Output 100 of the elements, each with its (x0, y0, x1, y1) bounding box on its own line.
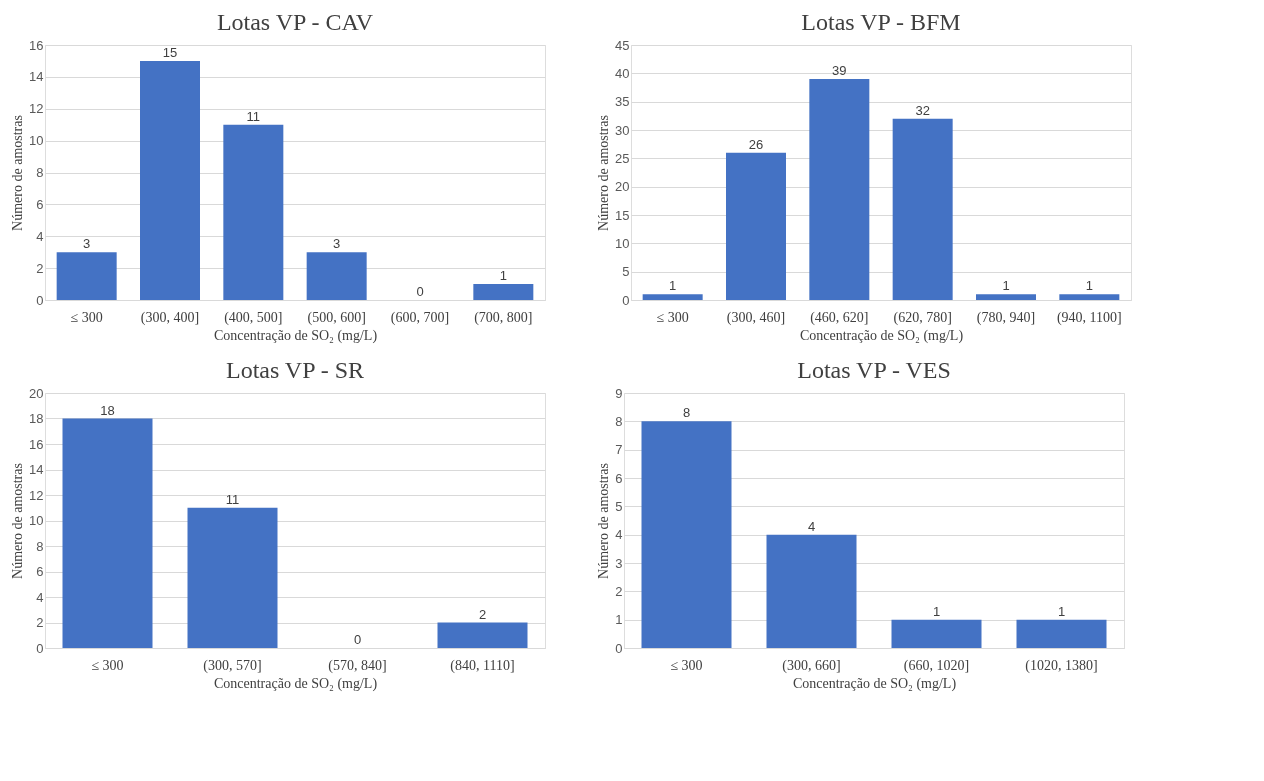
x-tick-label: (460, 620] (810, 309, 869, 326)
y-tick-label: 7 (615, 442, 623, 458)
data-label: 8 (682, 405, 691, 421)
x-tick-label: (660, 1020] (903, 657, 970, 674)
bar (473, 284, 534, 300)
chart-title: Lotas VP - VES (797, 357, 951, 383)
data-label: 4 (807, 518, 816, 534)
y-tick-label: 4 (615, 527, 623, 543)
y-tick-label: 20 (615, 179, 630, 195)
bar (892, 118, 953, 300)
bar (437, 622, 528, 648)
data-label: 1 (669, 278, 677, 294)
y-tick-label: 14 (29, 69, 44, 85)
y-tick-label: 2 (615, 583, 623, 599)
y-axis-title: Número de amostras (10, 115, 26, 231)
y-tick-label: 4 (36, 228, 44, 244)
y-tick-label: 15 (615, 207, 630, 223)
bar (766, 534, 857, 648)
x-tick-label: ≤ 300 (670, 657, 703, 673)
x-tick-label: (620, 780] (893, 309, 952, 326)
y-tick-label: 8 (615, 413, 623, 429)
x-axis-title: Concentração de SO₂ (mg/L) (799, 327, 964, 344)
y-tick-label: 30 (615, 122, 630, 138)
y-tick-label: 0 (36, 292, 44, 308)
x-axis-title: Concentração de SO₂ (mg/L) (792, 675, 957, 692)
y-tick-label: 10 (615, 235, 630, 251)
data-label: 26 (748, 136, 764, 152)
bar (891, 619, 982, 648)
y-tick-label: 5 (615, 498, 623, 514)
y-tick-label: 2 (36, 260, 44, 276)
y-axis-title: Número de amostras (10, 463, 26, 579)
bar (306, 252, 367, 300)
bar (1059, 294, 1120, 300)
x-tick-label: (400, 500] (224, 309, 283, 326)
y-tick-label: 0 (615, 640, 623, 656)
bar (140, 60, 200, 300)
y-tick-label: 6 (36, 564, 44, 579)
bar (642, 294, 703, 300)
y-tick-label: 16 (29, 436, 44, 452)
x-tick-label: (700, 800] (474, 309, 533, 326)
chart-title: Lotas VP - SR (225, 357, 365, 383)
y-tick-label: 10 (29, 133, 44, 149)
data-label: 1 (499, 268, 507, 284)
y-tick-label: 40 (615, 65, 630, 81)
x-tick-label: ≤ 300 (70, 309, 103, 325)
bar (641, 421, 732, 648)
y-tick-label: 25 (615, 150, 630, 166)
data-label: 2 (478, 606, 487, 622)
bar (62, 418, 153, 648)
x-tick-label: (1020, 1380] (1025, 657, 1098, 674)
y-tick-label: 8 (36, 538, 44, 554)
data-label: 1 (1085, 278, 1093, 294)
y-tick-label: 4 (36, 589, 44, 605)
y-tick-label: 3 (615, 555, 623, 571)
x-tick-label: (300, 570] (203, 657, 262, 674)
data-label: 32 (915, 102, 930, 118)
data-label: 15 (162, 44, 178, 60)
x-tick-label: (600, 700] (390, 309, 450, 326)
data-label: 18 (100, 402, 115, 418)
x-axis-title: Concentração de SO₂ (mg/L) (213, 675, 378, 692)
x-tick-label: (840, 1110] (450, 657, 515, 674)
x-tick-label: (300, 400] (140, 309, 200, 326)
data-label: 1 (1057, 603, 1066, 619)
data-label: 3 (83, 236, 91, 252)
y-tick-label: 8 (36, 165, 44, 180)
bar (809, 79, 870, 300)
y-axis-title: Número de amostras (596, 463, 612, 579)
y-tick-label: 12 (29, 487, 44, 503)
x-tick-label: (300, 660] (782, 657, 841, 674)
data-label: 11 (246, 108, 261, 124)
bar (976, 294, 1036, 300)
bar (56, 252, 117, 300)
y-tick-label: 10 (29, 513, 44, 528)
y-tick-label: 14 (29, 462, 44, 477)
y-tick-label: 6 (36, 196, 44, 212)
chart-title: Lotas VP - BFM (801, 9, 961, 35)
y-tick-label: 20 (29, 385, 44, 401)
x-tick-label: (940, 1100] (1056, 309, 1122, 326)
y-tick-label: 35 (615, 94, 630, 110)
data-label: 0 (353, 632, 362, 647)
data-label: 3 (333, 236, 341, 252)
x-tick-label: (300, 460] (726, 309, 786, 326)
bar (187, 507, 278, 648)
y-tick-label: 9 (615, 385, 623, 401)
y-tick-label: 5 (622, 264, 630, 280)
x-axis-title: Concentração de SO₂ (mg/L) (213, 327, 378, 344)
y-tick-label: 16 (29, 37, 44, 53)
y-tick-label: 1 (615, 612, 623, 628)
bar (726, 152, 786, 300)
data-label: 39 (832, 63, 847, 78)
data-label: 1 (1002, 278, 1010, 294)
y-tick-label: 2 (36, 615, 44, 630)
y-tick-label: 18 (29, 411, 44, 426)
x-tick-label: ≤ 300 (656, 309, 689, 325)
data-label: 11 (225, 491, 240, 507)
x-tick-label: (780, 940] (976, 309, 1036, 326)
bar (1016, 619, 1107, 648)
data-label: 1 (932, 603, 941, 619)
x-tick-label: (570, 840] (328, 657, 387, 674)
x-tick-label: (500, 600] (307, 309, 366, 326)
